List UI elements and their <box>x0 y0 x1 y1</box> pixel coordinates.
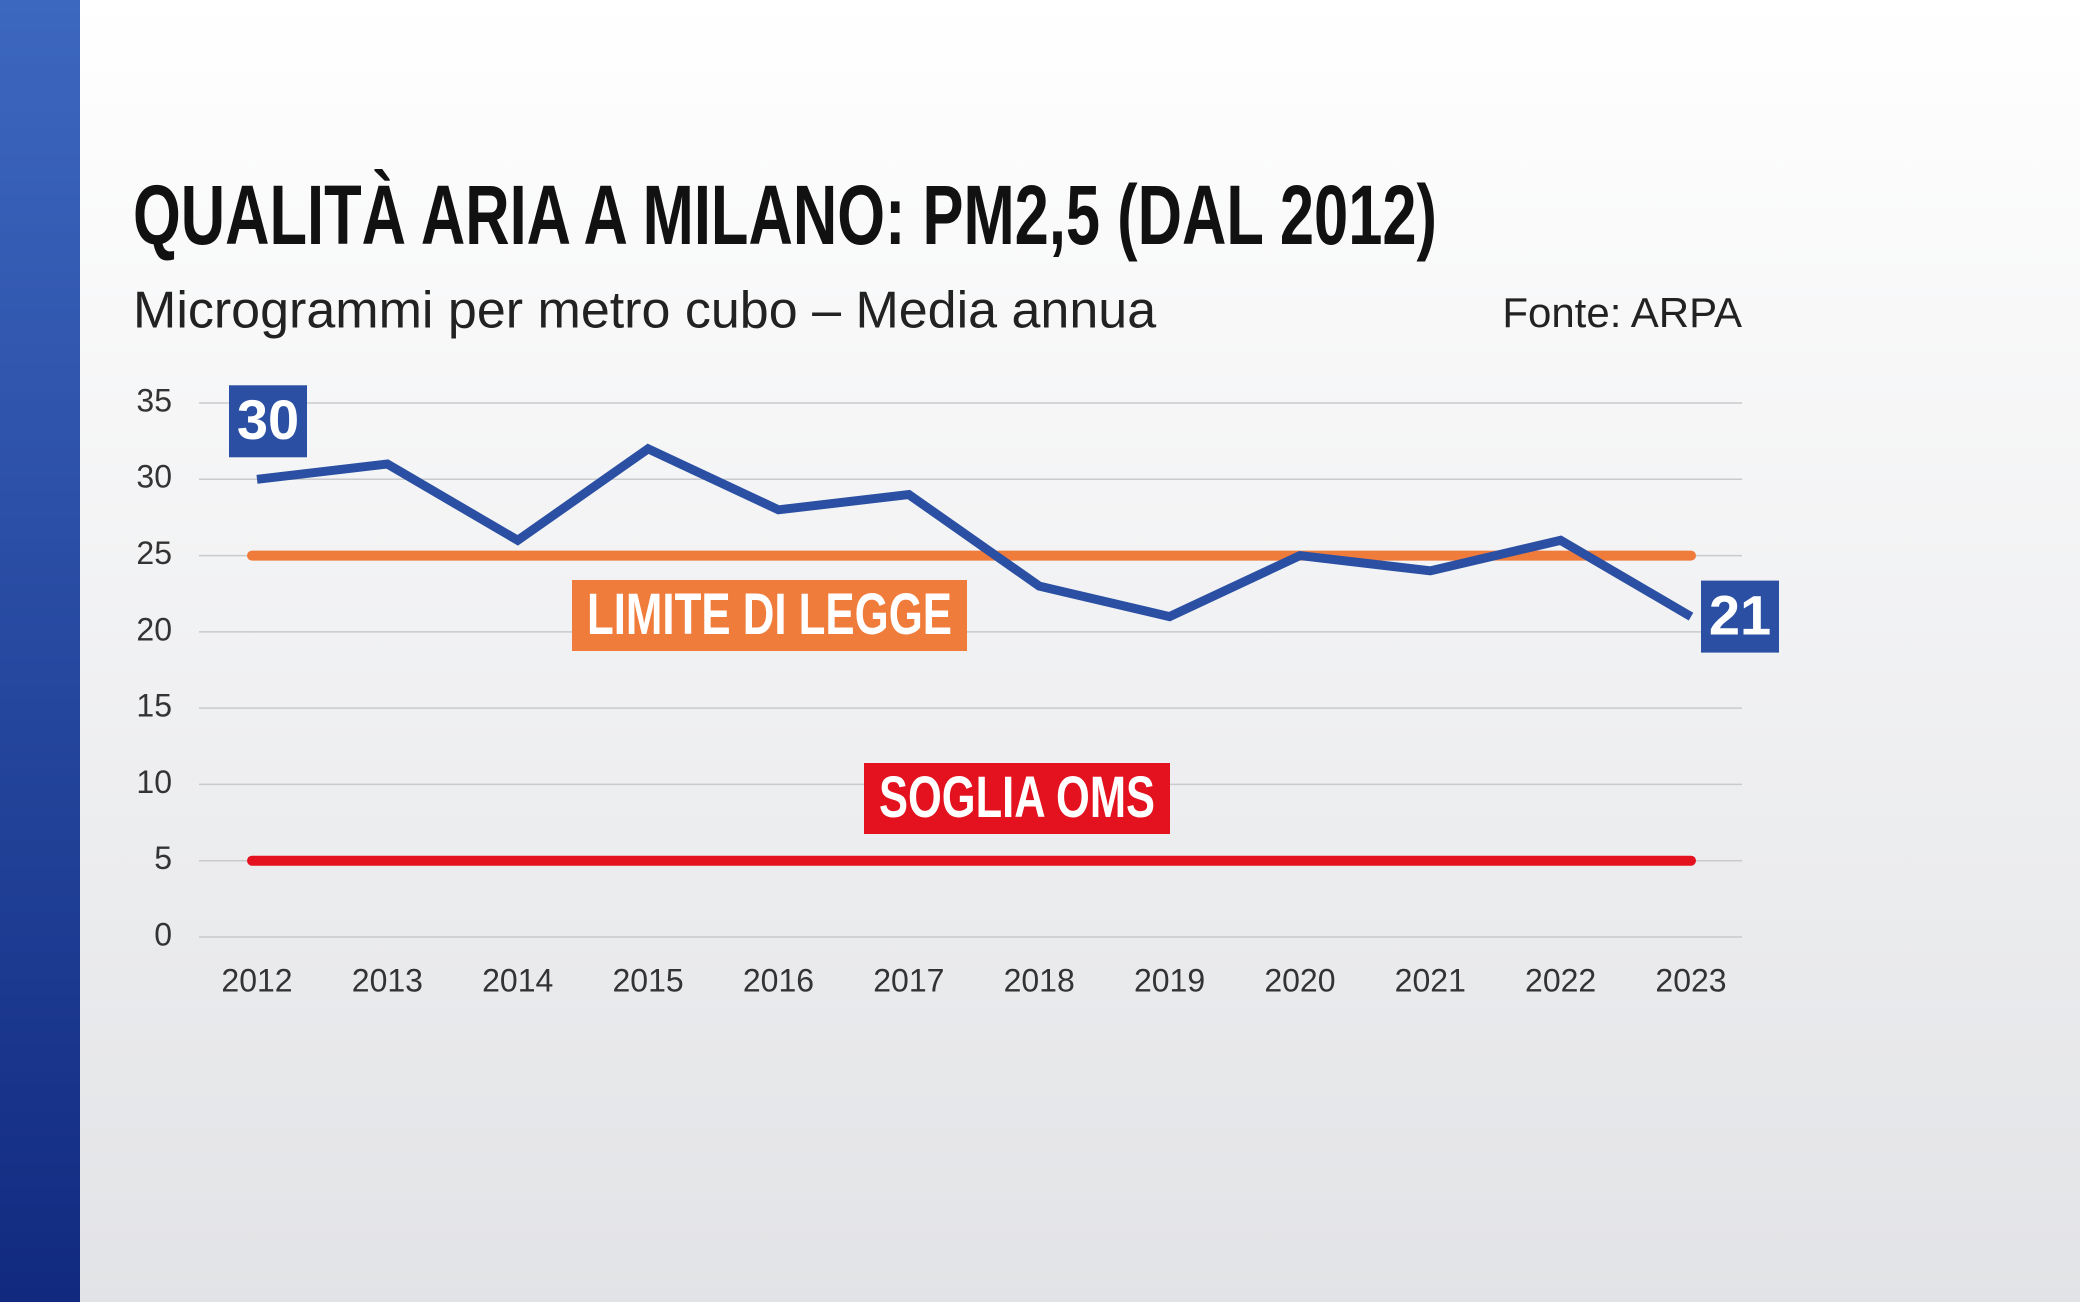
x-tick-label: 2022 <box>1525 962 1596 998</box>
value-label-box <box>1701 580 1779 653</box>
reference-label-box <box>864 763 1170 834</box>
value-label: 30 <box>237 388 299 451</box>
x-tick-label: 2015 <box>612 962 683 998</box>
reference-label: LIMITE DI LEGGE <box>587 582 952 647</box>
y-tick-label: 15 <box>136 688 172 724</box>
x-tick-label: 2016 <box>743 962 814 998</box>
reference-label-box <box>572 580 967 651</box>
x-tick-label: 2018 <box>1004 962 1075 998</box>
y-tick-label: 5 <box>154 840 172 876</box>
x-tick-label: 2017 <box>873 962 944 998</box>
y-tick-label: 35 <box>136 382 172 418</box>
x-tick-label: 2012 <box>221 962 292 998</box>
y-tick-label: 20 <box>136 611 172 647</box>
x-tick-label: 2014 <box>482 962 553 998</box>
reference-label: SOGLIA OMS <box>879 765 1155 830</box>
chart-subtitle: Microgrammi per metro cubo – Media annua <box>133 282 1156 340</box>
chart-title: QUALITÀ ARIA A MILANO: PM2,5 (DAL 2012) <box>133 168 1437 262</box>
x-tick-label: 2020 <box>1264 962 1335 998</box>
data-line <box>256 443 1694 622</box>
x-tick-label: 2019 <box>1134 962 1205 998</box>
x-tick-label: 2023 <box>1655 962 1726 998</box>
y-tick-label: 10 <box>136 764 172 800</box>
source: Fonte: ARPA <box>1502 289 1742 336</box>
y-tick-label: 0 <box>154 916 172 952</box>
x-tick-label: 2021 <box>1395 962 1466 998</box>
x-tick-label: 2013 <box>352 962 423 998</box>
y-tick-label: 25 <box>136 535 172 571</box>
value-label-box <box>229 385 307 458</box>
y-tick-label: 30 <box>136 459 172 495</box>
value-label: 21 <box>1709 583 1771 646</box>
side-strip <box>0 0 80 1302</box>
